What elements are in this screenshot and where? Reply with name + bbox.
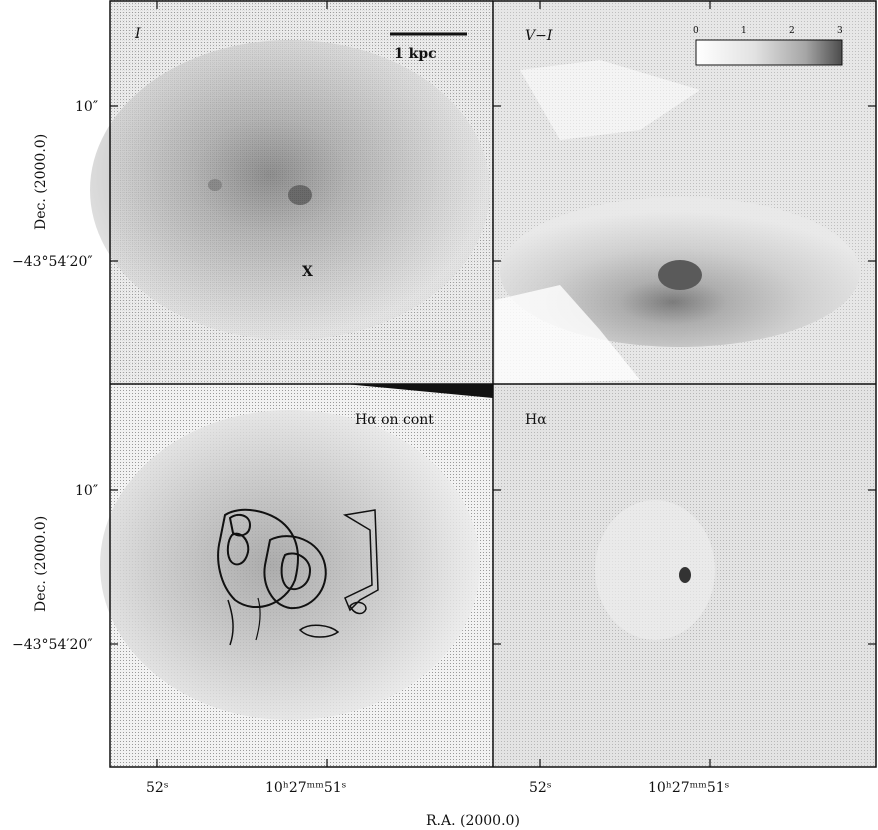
panel-i: I 1 kpc X — [90, 0, 493, 384]
halpha-knot — [679, 567, 691, 583]
y-tick-top-10: 10″ — [75, 99, 98, 115]
y-axis-label-bottom: Dec. (2000.0) — [33, 516, 49, 612]
halpha-contours — [217, 508, 379, 646]
colorbar-tick-2: 2 — [789, 26, 795, 36]
position-marker: X — [302, 264, 313, 280]
x-tick-left-ra: 10ʰ27ᵐᵐ51ˢ — [265, 780, 347, 796]
scale-bar-label: 1 kpc — [394, 46, 437, 62]
galaxy-vi-core — [658, 260, 702, 290]
galaxy-hac-body — [100, 410, 480, 720]
panel-v-minus-i: V−I 0 1 2 3 — [493, 0, 876, 384]
panel-hac-label: Hα on cont — [355, 412, 434, 428]
low-color-region — [495, 285, 640, 384]
x-axis-label: R.A. (2000.0) — [426, 813, 520, 829]
low-color-region-2 — [520, 60, 700, 140]
x-tick-right-ra: 10ʰ27ᵐᵐ51ˢ — [648, 780, 730, 796]
colorbar-tick-0: 0 — [693, 26, 699, 36]
y-tick-bottom-dec: −43°54′20″ — [12, 637, 93, 653]
panel-frames — [109, 0, 877, 768]
x-tick-right-52: 52ˢ — [529, 780, 552, 796]
panel-halpha: Hα — [493, 384, 876, 767]
y-tick-bottom-10: 10″ — [75, 483, 98, 499]
x-tick-left-52: 52ˢ — [146, 780, 169, 796]
tick-marks — [110, 1, 876, 767]
y-tick-top-dec: −43°54′20″ — [12, 254, 93, 270]
y-axis-label-top: Dec. (2000.0) — [33, 134, 49, 230]
galaxy-ha-faint — [595, 500, 715, 640]
panel-vi-label: V−I — [525, 28, 553, 44]
dust-wedge — [345, 384, 493, 398]
panel-i-label: I — [134, 26, 141, 42]
panel-ha-label: Hα — [525, 412, 547, 428]
colorbar-tick-3: 3 — [837, 26, 843, 36]
panel-halpha-on-cont: Hα on cont — [100, 384, 493, 767]
colorbar-tick-1: 1 — [741, 26, 747, 36]
colorbar-gradient — [695, 39, 843, 66]
colorbar: 0 1 2 3 — [693, 26, 843, 66]
